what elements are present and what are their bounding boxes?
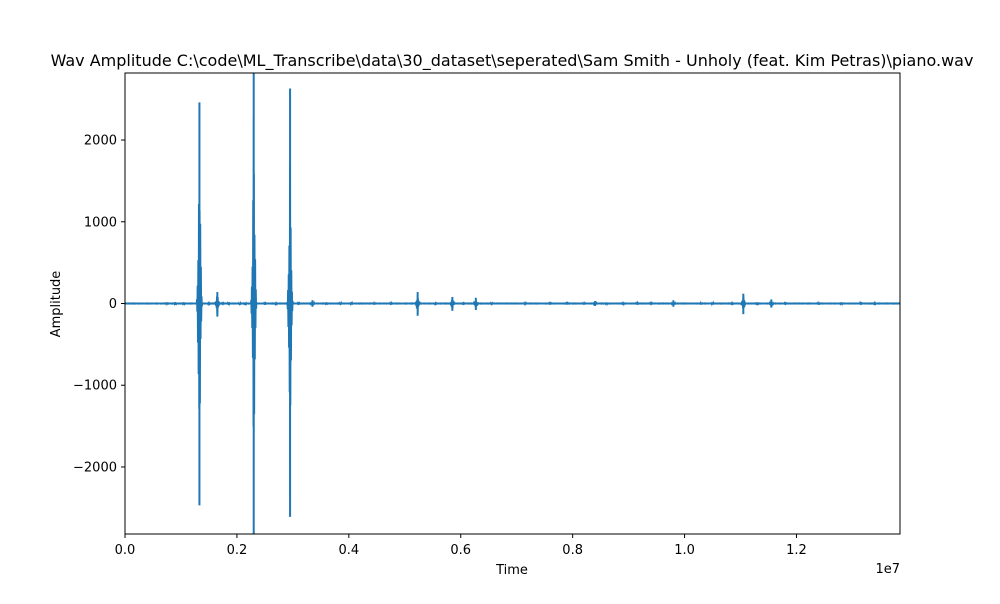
x-axis-offset-text: 1e7 — [875, 562, 900, 577]
x-axis-ticks: 0.0 0.2 0.4 0.6 0.8 1.0 1.2 — [115, 534, 807, 558]
y-tick-label: −2000 — [73, 460, 117, 475]
x-tick-label: 0.0 — [115, 543, 136, 558]
x-tick-label: 0.2 — [227, 543, 248, 558]
x-tick-label: 0.4 — [338, 543, 359, 558]
chart-title: Wav Amplitude C:\code\ML_Transcribe\data… — [51, 51, 974, 71]
y-tick-label: −1000 — [73, 379, 117, 394]
x-tick-label: 0.6 — [450, 543, 471, 558]
plot-frame — [124, 72, 901, 535]
y-tick-label: 0 — [109, 297, 117, 312]
y-axis-ticks: 2000 1000 0 −1000 −2000 — [73, 134, 125, 475]
x-axis-label: Time — [495, 563, 528, 578]
x-tick-label: 1.0 — [674, 543, 695, 558]
y-tick-label: 1000 — [84, 215, 117, 230]
waveform-series — [124, 73, 901, 534]
y-tick-label: 2000 — [84, 134, 117, 149]
x-tick-label: 0.8 — [562, 543, 583, 558]
x-tick-label: 1.2 — [786, 543, 807, 558]
y-axis-label: Amplitude — [49, 271, 64, 338]
